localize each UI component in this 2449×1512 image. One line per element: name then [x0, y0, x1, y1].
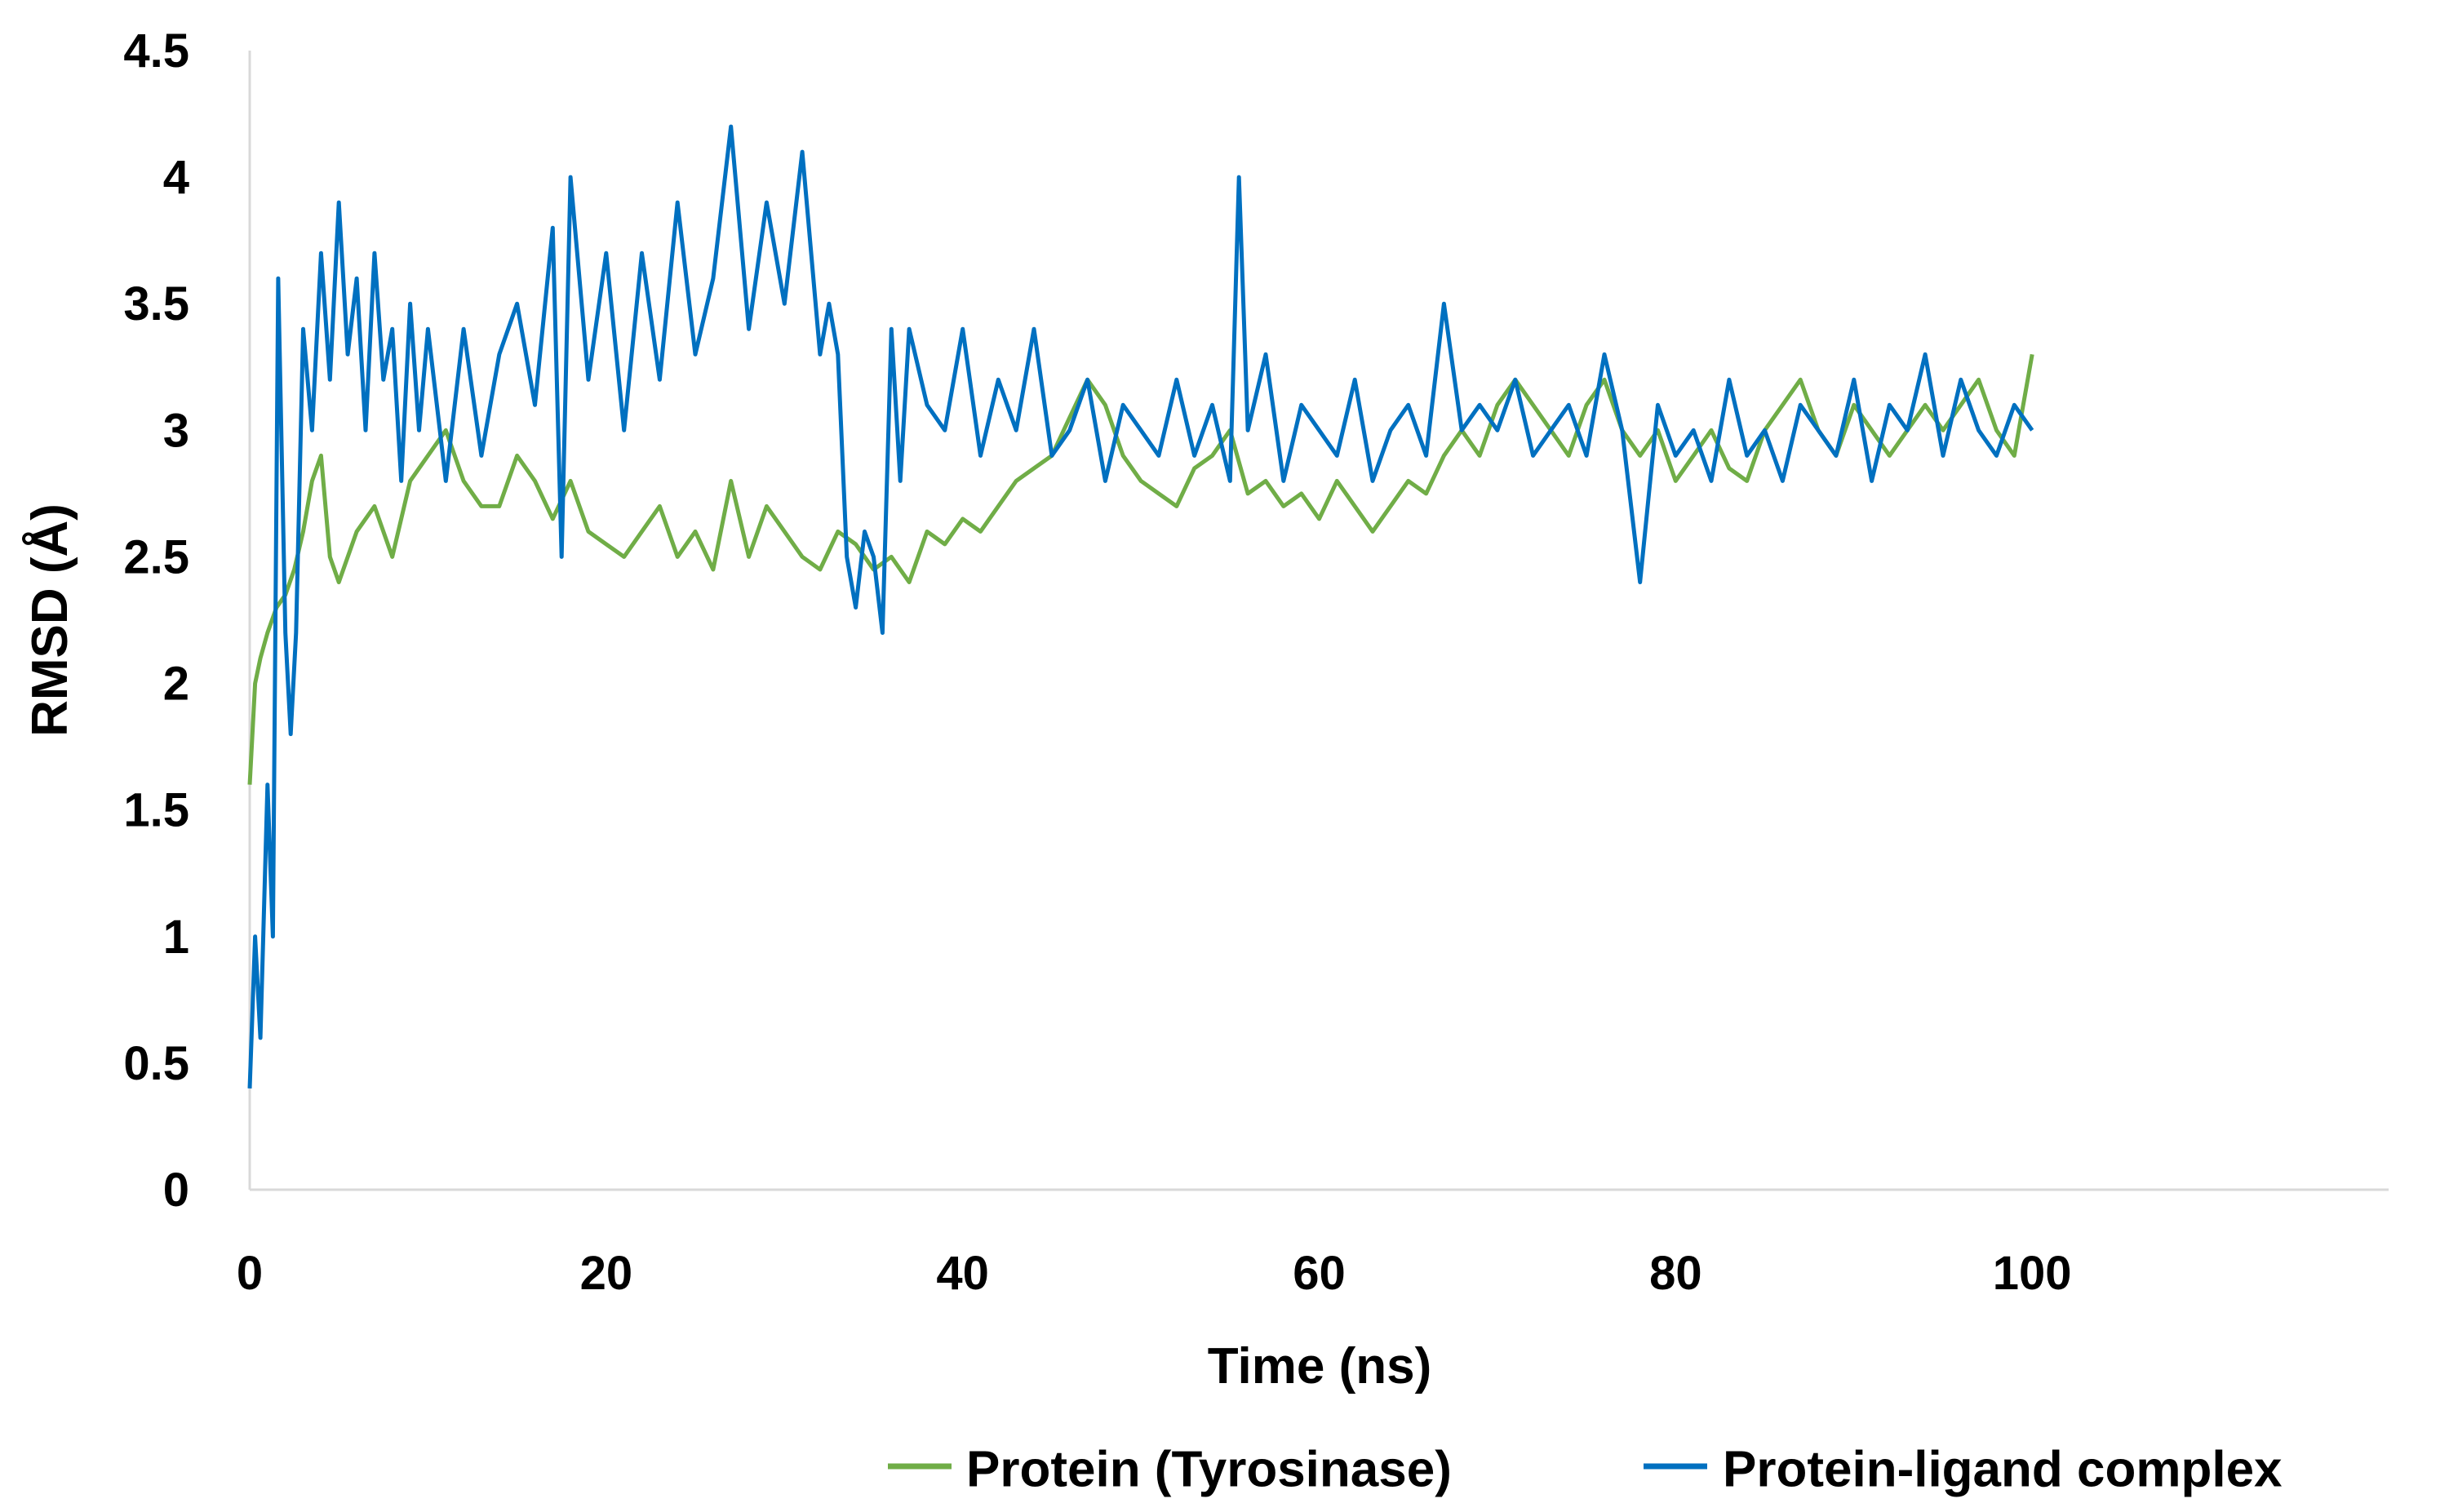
- x-tick-label: 0: [237, 1247, 263, 1300]
- y-tick-label: 0: [163, 1164, 189, 1217]
- series-line-protein: [247, 353, 2034, 785]
- y-tick-label: 1: [163, 911, 189, 964]
- series-layer: [247, 124, 2034, 1089]
- x-tick-label: 100: [1993, 1247, 2072, 1300]
- x-tick-label: 60: [1293, 1247, 1346, 1300]
- y-tick-label: 4: [163, 151, 189, 204]
- y-tick-label: 3.5: [123, 277, 189, 330]
- y-tick-label: 3: [163, 404, 189, 457]
- axes-layer: [248, 51, 2389, 1191]
- x-tick-label: 40: [936, 1247, 989, 1300]
- y-tick-label: 2: [163, 658, 189, 711]
- x-tick-label: 80: [1649, 1247, 1702, 1300]
- ticks-layer: 0 0.5 1 1.5 2 2.5 3 3.5 4 4.5 0 20 40 60 80 100: [123, 24, 2071, 1300]
- y-tick-label: 1.5: [123, 784, 189, 837]
- series-line-complex: [247, 124, 2034, 1089]
- legend-label-protein: Protein (Tyrosinase): [966, 1441, 1452, 1497]
- x-tick-label: 20: [580, 1247, 633, 1300]
- x-axis-title: Time (ns): [1208, 1338, 1431, 1394]
- legend-label-complex: Protein-ligand complex: [1723, 1441, 2283, 1497]
- legend-item-complex: Protein-ligand complex: [1644, 1441, 2283, 1497]
- y-tick-label: 0.5: [123, 1037, 189, 1090]
- legend-item-protein: Protein (Tyrosinase): [888, 1441, 1452, 1497]
- y-axis-title: RMSD (Å): [22, 503, 78, 737]
- y-tick-label: 4.5: [123, 24, 189, 78]
- legend: Protein (Tyrosinase) Protein-ligand comp…: [888, 1441, 2283, 1497]
- y-tick-label: 2.5: [123, 530, 189, 583]
